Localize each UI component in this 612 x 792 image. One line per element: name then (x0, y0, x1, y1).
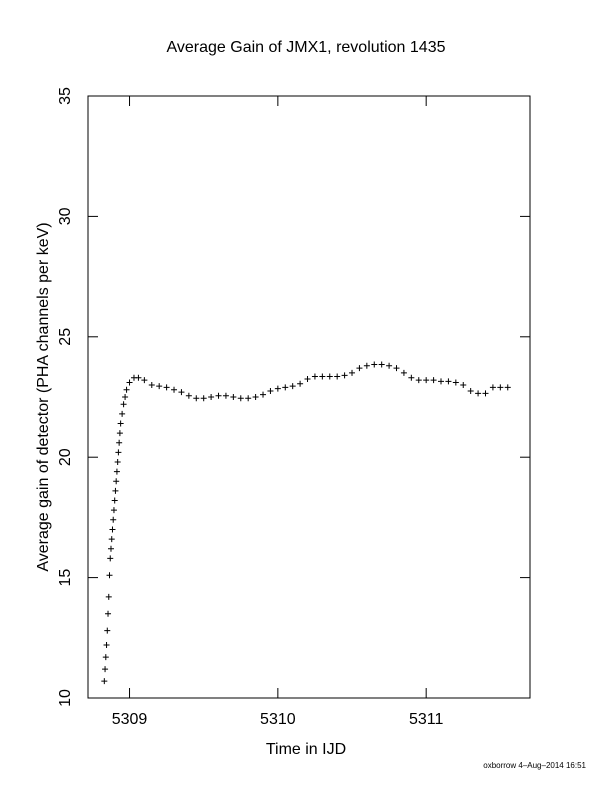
data-point (252, 394, 259, 400)
data-point (108, 536, 115, 543)
x-axis-ticks: 5309 5310 5311 (112, 96, 444, 728)
data-point (102, 666, 109, 673)
data-point (274, 385, 281, 392)
data-point (122, 394, 129, 400)
plot-frame (87, 95, 531, 699)
data-point (126, 379, 133, 386)
data-point (222, 392, 229, 399)
data-point (267, 387, 274, 394)
data-point (115, 449, 122, 456)
data-point (438, 378, 445, 385)
data-point (408, 374, 415, 381)
x-tick-label: 5311 (409, 711, 444, 728)
data-point (141, 377, 148, 384)
data-point (349, 369, 356, 376)
y-axis-ticks: 10 15 20 25 30 35 (57, 87, 530, 707)
data-point (386, 362, 393, 369)
data-point (260, 391, 267, 398)
data-point (423, 377, 430, 384)
data-point (119, 410, 126, 417)
data-point (371, 361, 378, 368)
data-point (237, 395, 244, 402)
data-point (393, 365, 400, 372)
data-point (156, 383, 163, 390)
y-tick-label: 10 (57, 689, 74, 707)
footer-stamp: oxborrow 4–Aug–2014 16:51 (483, 761, 586, 770)
plot-axes (87, 95, 531, 699)
data-point (107, 555, 114, 562)
data-point (289, 383, 296, 390)
data-point (245, 395, 252, 402)
data-point (110, 507, 117, 514)
data-point (109, 526, 116, 533)
data-point (475, 390, 482, 397)
y-tick-label: 20 (57, 448, 74, 466)
data-point (101, 678, 108, 685)
data-point (111, 497, 118, 504)
data-point (208, 394, 215, 400)
data-point (356, 365, 363, 372)
chart-title: Average Gain of JMX1, revolution 1435 (167, 39, 446, 56)
data-point (171, 386, 178, 393)
data-point (430, 377, 437, 384)
data-point (400, 369, 407, 376)
data-point (117, 420, 124, 427)
y-tick-label: 25 (57, 328, 74, 346)
data-point (193, 395, 200, 402)
y-tick-label: 35 (57, 87, 74, 105)
data-point (200, 395, 207, 402)
x-tick-label: 5310 (260, 711, 296, 728)
data-point (230, 394, 237, 400)
data-point (341, 372, 348, 379)
data-point (123, 386, 130, 393)
data-point (311, 373, 318, 380)
data-point (319, 373, 326, 380)
data-point (103, 642, 110, 649)
x-tick-label: 5309 (112, 711, 148, 728)
data-point (482, 390, 489, 397)
data-point (112, 487, 119, 494)
data-point (110, 516, 117, 523)
data-point (452, 379, 459, 386)
data-point (215, 392, 222, 399)
data-point (489, 384, 496, 391)
x-axis-label: Time in IJD (266, 741, 346, 758)
data-point (334, 373, 341, 380)
data-point (326, 373, 333, 380)
data-point (297, 380, 304, 387)
data-point (120, 401, 127, 408)
y-tick-label: 15 (57, 569, 74, 587)
data-point (116, 439, 123, 446)
data-point (102, 654, 109, 661)
y-axis-label: Average gain of detector (PHA channels p… (35, 222, 52, 571)
data-point (504, 384, 511, 391)
data-point (378, 361, 385, 368)
data-point (497, 384, 504, 391)
data-point (467, 387, 474, 394)
data-point (460, 381, 467, 388)
data-point (105, 593, 112, 600)
data-point (107, 545, 114, 552)
data-series (101, 361, 511, 685)
data-point (304, 375, 311, 382)
y-tick-label: 30 (57, 207, 74, 225)
data-point (445, 378, 452, 385)
data-point (113, 478, 120, 485)
data-point (114, 459, 121, 466)
data-point (135, 374, 142, 381)
data-point (178, 389, 185, 396)
data-point (185, 392, 192, 399)
data-point (163, 384, 170, 391)
data-point (105, 610, 112, 617)
data-point (116, 430, 123, 437)
data-point (282, 384, 289, 391)
data-point (113, 468, 120, 475)
data-point (104, 627, 111, 634)
data-point (148, 381, 155, 388)
data-point (415, 377, 422, 384)
data-point (363, 362, 370, 369)
data-point (106, 572, 113, 579)
